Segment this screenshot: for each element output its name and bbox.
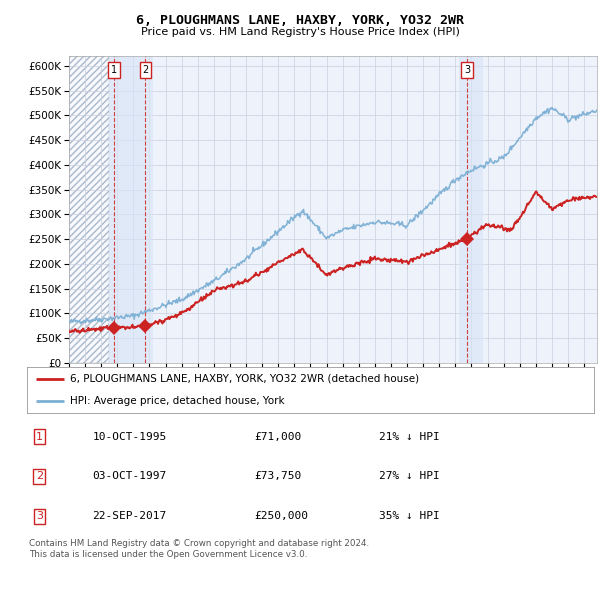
Text: £73,750: £73,750 <box>254 471 301 481</box>
Bar <box>69 56 109 363</box>
Text: £250,000: £250,000 <box>254 512 308 522</box>
Text: 3: 3 <box>36 512 43 522</box>
Text: 27% ↓ HPI: 27% ↓ HPI <box>379 471 439 481</box>
Text: Contains HM Land Registry data © Crown copyright and database right 2024.
This d: Contains HM Land Registry data © Crown c… <box>29 539 369 559</box>
Bar <box>69 56 109 363</box>
Text: 1: 1 <box>36 431 43 441</box>
Text: 2: 2 <box>36 471 43 481</box>
Bar <box>109 56 153 363</box>
Text: 03-OCT-1997: 03-OCT-1997 <box>92 471 166 481</box>
Text: 3: 3 <box>464 65 470 75</box>
Text: 6, PLOUGHMANS LANE, HAXBY, YORK, YO32 2WR: 6, PLOUGHMANS LANE, HAXBY, YORK, YO32 2W… <box>136 14 464 27</box>
Text: 35% ↓ HPI: 35% ↓ HPI <box>379 512 439 522</box>
Text: Price paid vs. HM Land Registry's House Price Index (HPI): Price paid vs. HM Land Registry's House … <box>140 27 460 37</box>
Text: 2: 2 <box>142 65 149 75</box>
Text: 10-OCT-1995: 10-OCT-1995 <box>92 431 166 441</box>
Text: 22-SEP-2017: 22-SEP-2017 <box>92 512 166 522</box>
Text: 1: 1 <box>110 65 117 75</box>
Text: 6, PLOUGHMANS LANE, HAXBY, YORK, YO32 2WR (detached house): 6, PLOUGHMANS LANE, HAXBY, YORK, YO32 2W… <box>70 374 419 384</box>
Text: 21% ↓ HPI: 21% ↓ HPI <box>379 431 439 441</box>
Text: HPI: Average price, detached house, York: HPI: Average price, detached house, York <box>70 396 284 406</box>
Text: £71,000: £71,000 <box>254 431 301 441</box>
Bar <box>458 56 483 363</box>
